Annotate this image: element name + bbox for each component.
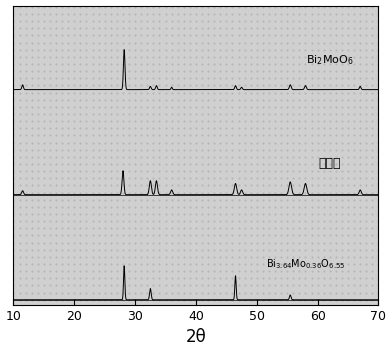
Text: $\mathregular{Bi_{3.64}Mo_{0.36}O_{6.55}}$: $\mathregular{Bi_{3.64}Mo_{0.36}O_{6.55}… — [266, 257, 345, 271]
Text: 催化剂: 催化剂 — [319, 157, 341, 170]
X-axis label: 2θ: 2θ — [185, 328, 206, 346]
Text: $\mathregular{Bi_2MoO_6}$: $\mathregular{Bi_2MoO_6}$ — [306, 53, 354, 67]
